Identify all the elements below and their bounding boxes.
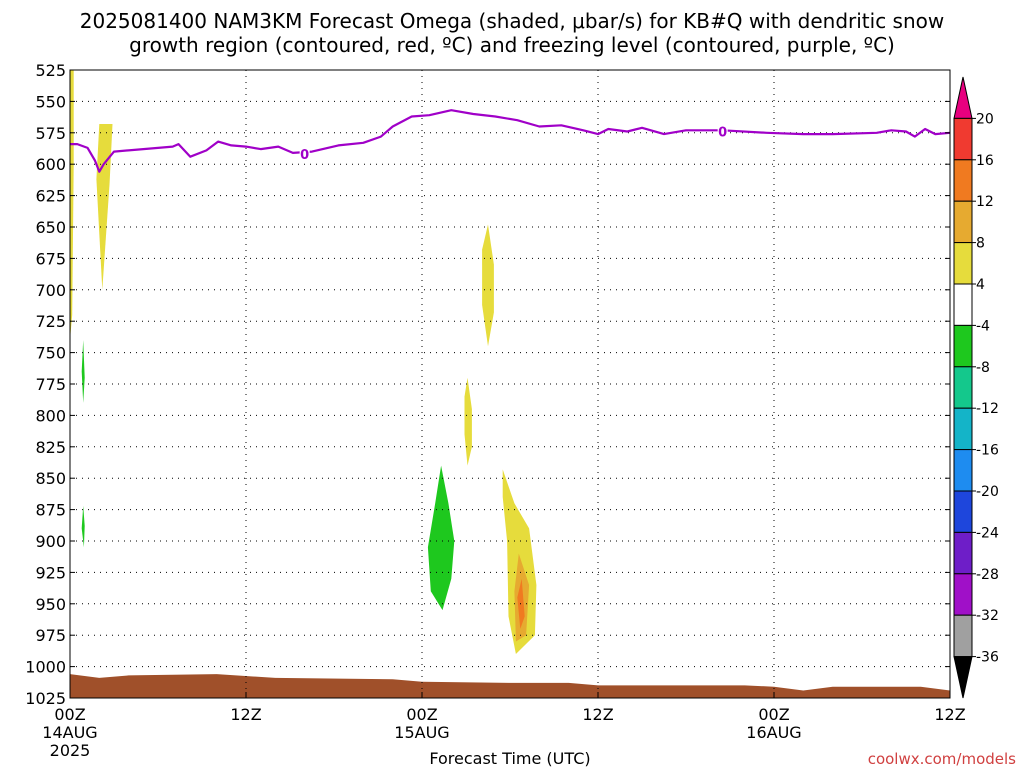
y-tick-label-1000: 1000 [25,658,66,677]
colorbar-cell-8 [953,407,973,451]
y-tick-label-575: 575 [35,124,66,143]
y-tick-label-600: 600 [35,155,66,174]
y-tick-label-750: 750 [35,344,66,363]
y-tick-label-975: 975 [35,626,66,645]
colorbar-cell-12 [953,573,973,616]
omega-region-2 [482,224,494,347]
colorbar-label-11: -28 [976,567,999,583]
colorbar-cell-9 [953,449,973,492]
terrain-fill [70,674,950,698]
colorbar-cell-3 [953,200,973,244]
x-tick-label-h36: 12Z [582,705,613,724]
y-tick-label-525: 525 [35,61,66,80]
colorbar-cell-13 [953,614,973,658]
chart-title-line1: 2025081400 NAM3KM Forecast Omega (shaded… [80,9,945,33]
y-tick-label-900: 900 [35,532,66,551]
omega-region-0 [70,70,74,340]
colorbar-cell-5 [953,283,973,326]
y-tick-label-925: 925 [35,563,66,582]
colorbar-label-1: 16 [976,153,994,169]
freezing-label-bg-1 [717,123,728,139]
y-tick-label-675: 675 [35,249,66,268]
colorbar-label-2: 12 [976,194,994,210]
x-tick-label-h24: 00Z [406,705,437,724]
y-tick-label-875: 875 [35,501,66,520]
freezing-level-label-1: 0 [718,126,727,141]
x-tick-label-h0: 00Z [54,705,85,724]
colorbar-cell-1 [953,117,973,161]
x-tick-label-h60: 12Z [934,705,965,724]
y-tick-label-725: 725 [35,312,66,331]
freezing-level-line [70,109,951,173]
colorbar-label-3: 8 [976,236,985,252]
colorbar-label-6: -8 [976,360,990,376]
x-date-label-h48: 16AUG [746,723,801,742]
colorbar-cell-6 [953,324,973,368]
freezing-level-layer: 00 [70,109,951,173]
omega-region-9 [427,465,455,611]
y-tick-label-950: 950 [35,595,66,614]
omega-region-3 [464,377,472,466]
colorbar-cell-7 [953,366,973,409]
y-tick-label-650: 650 [35,218,66,237]
x-date-label-h0: 14AUG [42,723,97,742]
omega-region-8 [81,505,85,548]
y-tick-label-850: 850 [35,469,66,488]
colorbar-label-4: 4 [976,277,985,293]
colorbar: 20 16 12 8 4 -4 -8 -12 -16 -20 -24 -28 -32 -36 [953,76,999,699]
colorbar-label-0: 20 [976,111,994,127]
colorbar-label-5: -4 [976,318,990,334]
colorbar-cell-4 [953,242,973,285]
colorbar-cell-0 [953,76,973,119]
colorbar-cell-14 [953,656,973,699]
x-tick-label-h48: 00Z [758,705,789,724]
colorbar-label-9: -20 [976,484,999,500]
freezing-label-bg-0 [299,146,310,162]
colorbar-cell-11 [953,531,973,575]
omega-region-1 [96,124,113,290]
colorbar-label-10: -24 [976,525,999,541]
y-tick-label-700: 700 [35,281,66,300]
y-tick-label-825: 825 [35,438,66,457]
freezing-level-label-0: 0 [300,148,309,163]
y-tick-label-775: 775 [35,375,66,394]
colorbar-cell-10 [953,490,973,533]
colorbar-label-7: -12 [976,401,999,417]
x-tick-label-h12: 12Z [230,705,261,724]
colorbar-label-12: -32 [976,608,999,624]
terrain-layer [70,674,950,698]
y-tick-label-625: 625 [35,187,66,206]
colorbar-cell-2 [953,159,973,202]
x-axis-label: Forecast Time (UTC) [429,749,590,768]
omega-region-7 [81,340,85,403]
y-tick-label-550: 550 [35,92,66,111]
y-axis: 525 550 575 600 625 650 675 700 725 750 775 800 825 8… [25,61,950,708]
credit-text: coolwx.com/models [868,750,1016,768]
y-tick-label-800: 800 [35,406,66,425]
y-tick-label-1025: 1025 [25,689,66,708]
chart-title-line2: growth region (contoured, red, ºC) and f… [129,33,895,57]
x-date-label-h24: 15AUG [394,723,449,742]
omega-shaded-layer [70,70,537,654]
colorbar-label-8: -16 [976,443,999,459]
colorbar-label-13: -36 [976,650,999,666]
x-year-label-h0: 2025 [50,741,91,760]
